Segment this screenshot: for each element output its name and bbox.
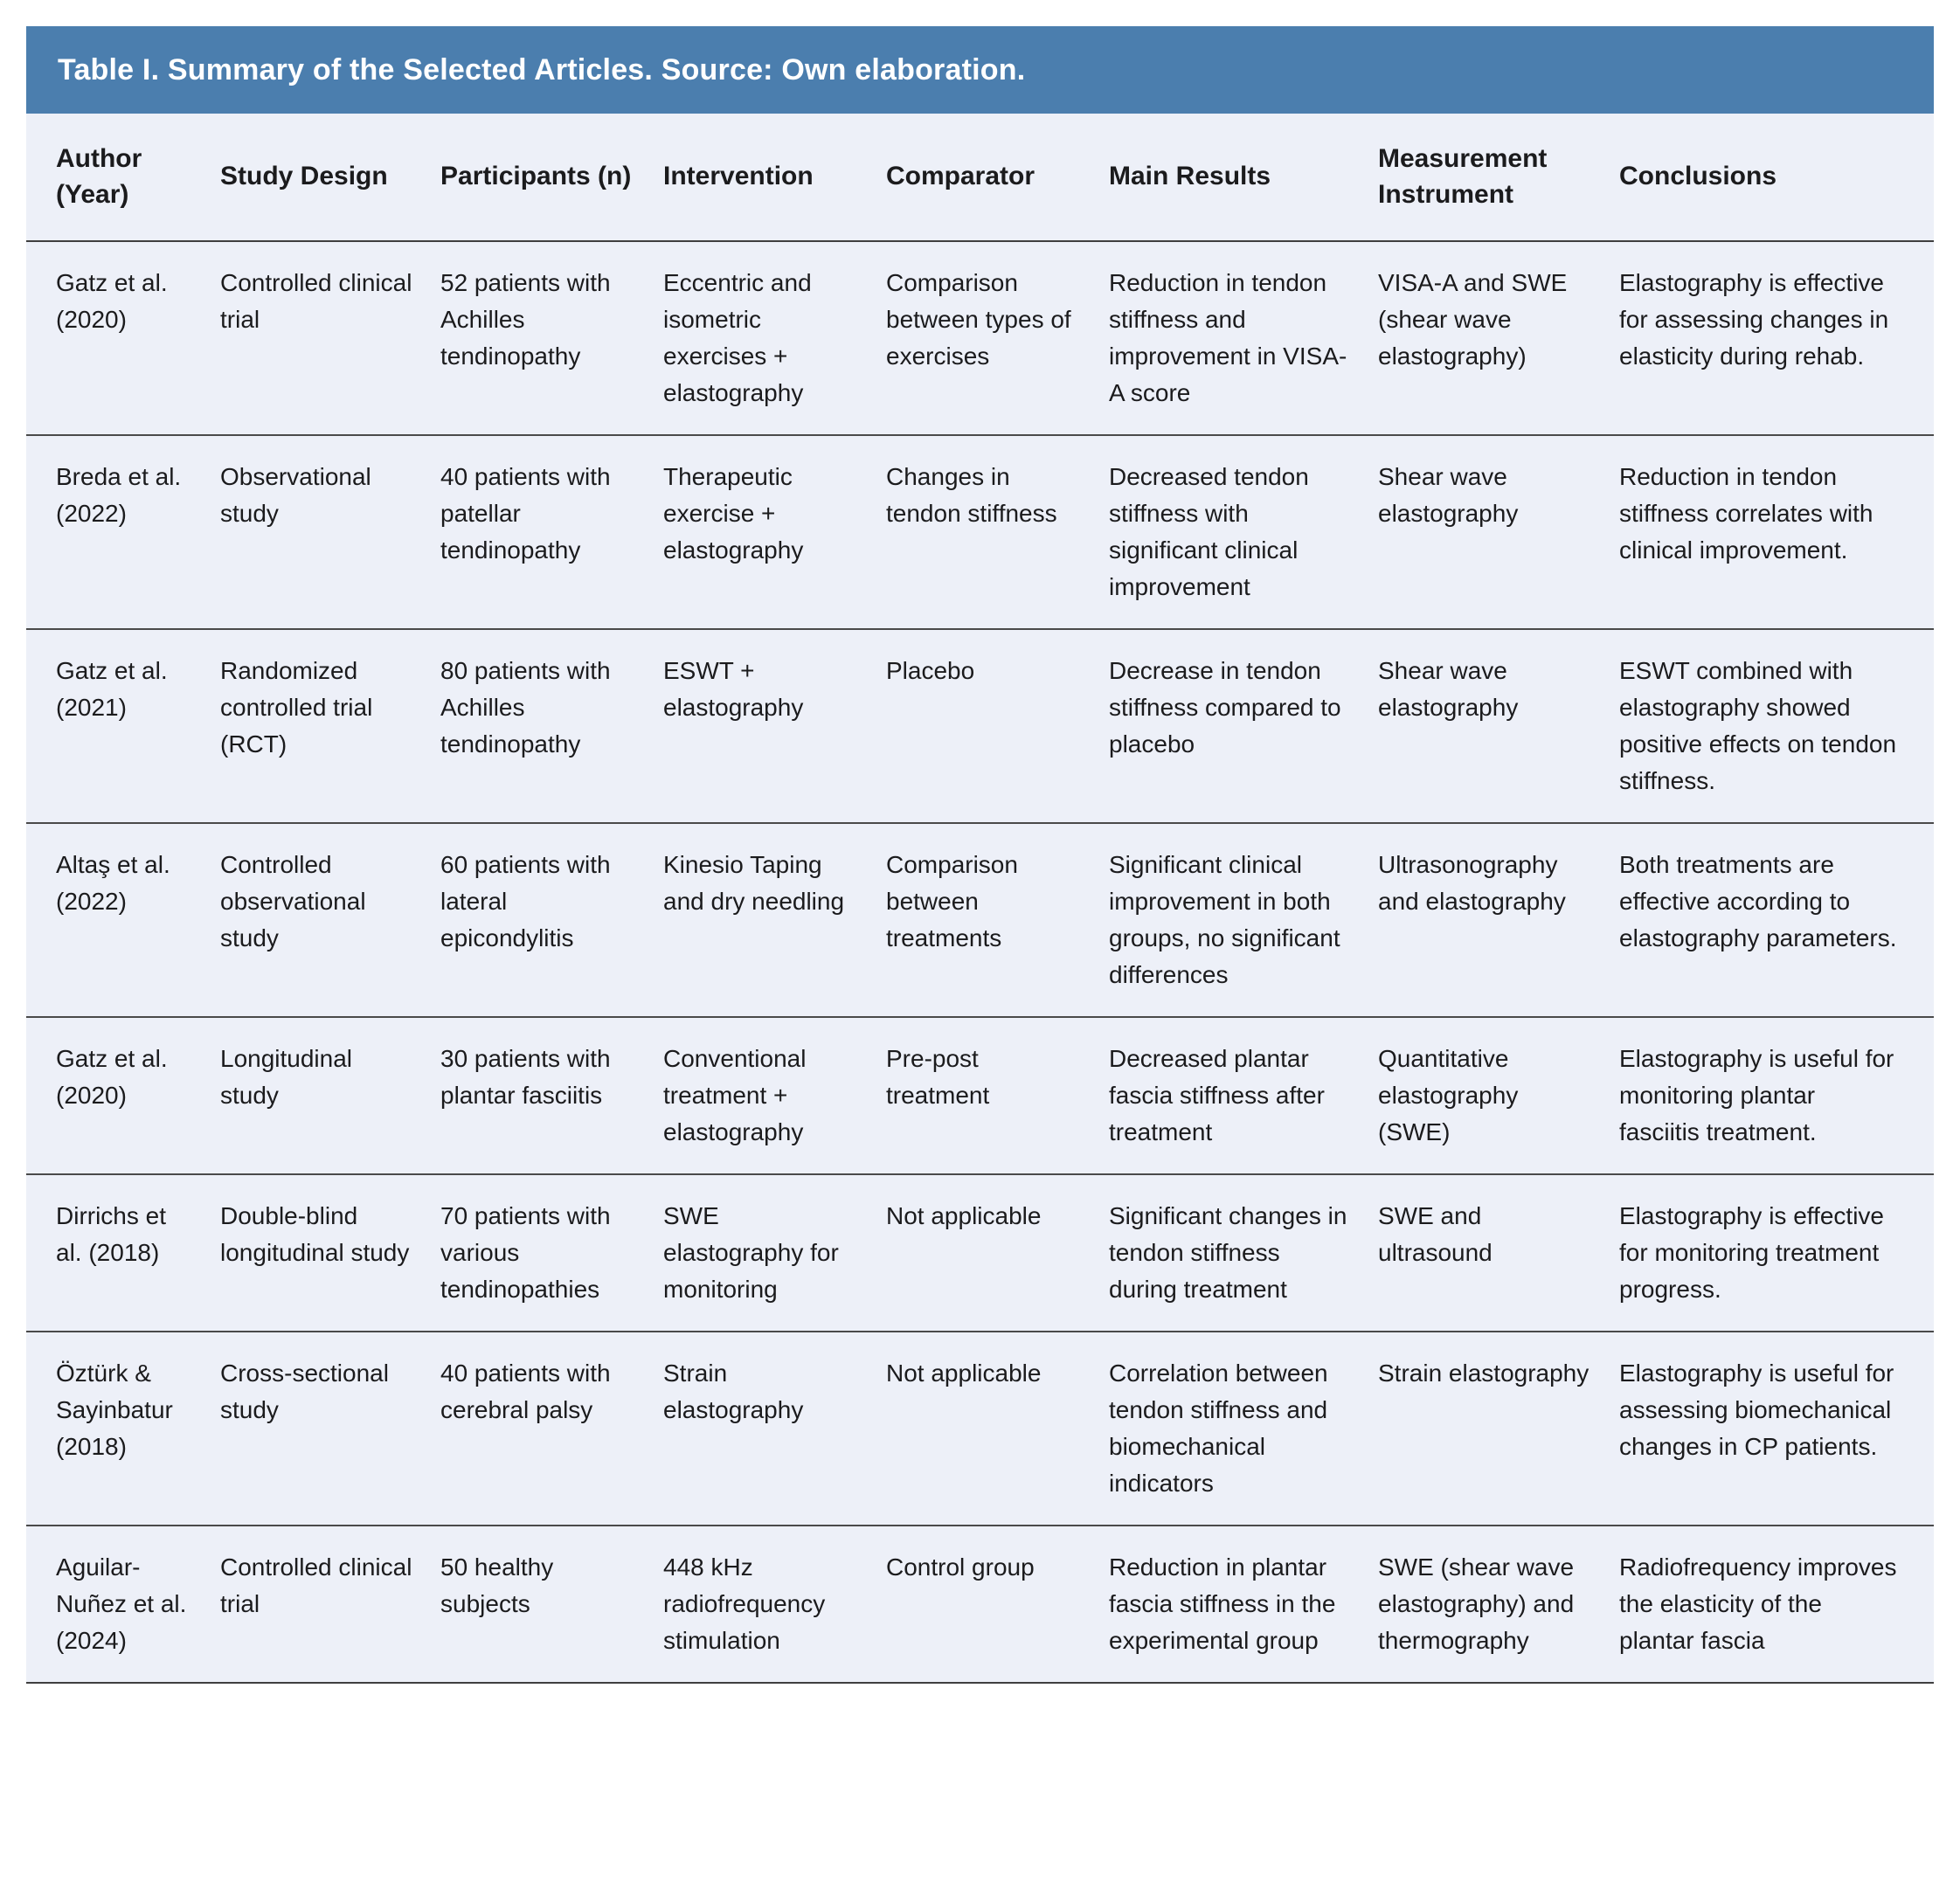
cell-study-design: Longitudinal study xyxy=(220,1017,440,1175)
table-body: Gatz et al. (2020) Controlled clinical tr… xyxy=(26,241,1934,1684)
cell-conclusions: Elastography is effective for assessing … xyxy=(1619,241,1934,436)
cell-author-year: Gatz et al. (2020) xyxy=(26,1017,220,1175)
cell-author-year: Gatz et al. (2020) xyxy=(26,241,220,436)
cell-study-design: Observational study xyxy=(220,435,440,630)
table-row: Gatz et al. (2020) Longitudinal study 30 p… xyxy=(26,1017,1934,1175)
cell-participants: 50 healthy subjects xyxy=(440,1526,663,1684)
cell-conclusions: Both treatments are effective according … xyxy=(1619,823,1934,1018)
cell-intervention: Eccentric and isometric exercises + elas… xyxy=(663,241,886,436)
cell-intervention: 448 kHz radiofrequency stimulation xyxy=(663,1526,886,1684)
cell-participants: 40 patients with patellar tendinopathy xyxy=(440,435,663,630)
cell-conclusions: Elastography is effective for monitoring… xyxy=(1619,1174,1934,1332)
cell-main-results: Significant clinical improvement in both… xyxy=(1109,823,1378,1018)
header-cell-conclusions: Conclusions xyxy=(1619,114,1934,242)
cell-main-results: Significant changes in tendon stiffness … xyxy=(1109,1174,1378,1332)
cell-main-results: Decrease in tendon stiffness compared to… xyxy=(1109,629,1378,824)
cell-measurement-instrument: Shear wave elastography xyxy=(1378,629,1619,824)
table-row: Öztürk & Sayinbatur (2018) Cross-sectiona… xyxy=(26,1332,1934,1526)
cell-conclusions: Radiofrequency improves the elasticity o… xyxy=(1619,1526,1934,1684)
cell-main-results: Reduction in tendon stiffness and improv… xyxy=(1109,241,1378,436)
cell-intervention: Therapeutic exercise + elastography xyxy=(663,435,886,630)
cell-comparator: Changes in tendon stiffness xyxy=(886,435,1109,630)
header-row: Author (Year) Study Design Participants (n… xyxy=(26,114,1934,242)
cell-main-results: Decreased tendon stiffness with signific… xyxy=(1109,435,1378,630)
table-row: Breda et al. (2022) Observational study 40… xyxy=(26,435,1934,630)
cell-intervention: Kinesio Taping and dry needling xyxy=(663,823,886,1018)
cell-measurement-instrument: Ultrasonography and elastography xyxy=(1378,823,1619,1018)
header-cell-measurement-instrument: Measurement Instrument xyxy=(1378,114,1619,242)
cell-comparator: Not applicable xyxy=(886,1332,1109,1526)
cell-measurement-instrument: Strain elastography xyxy=(1378,1332,1619,1526)
cell-author-year: Aguilar-Nuñez et al. (2024) xyxy=(26,1526,220,1684)
cell-measurement-instrument: Quantitative elastography (SWE) xyxy=(1378,1017,1619,1175)
cell-conclusions: ESWT combined with elastography showed p… xyxy=(1619,629,1934,824)
cell-comparator: Placebo xyxy=(886,629,1109,824)
cell-participants: 80 patients with Achilles tendinopathy xyxy=(440,629,663,824)
cell-participants: 40 patients with cerebral palsy xyxy=(440,1332,663,1526)
cell-conclusions: Elastography is useful for assessing bio… xyxy=(1619,1332,1934,1526)
cell-main-results: Correlation between tendon stiffness and… xyxy=(1109,1332,1378,1526)
cell-intervention: Conventional treatment + elastography xyxy=(663,1017,886,1175)
cell-comparator: Comparison between types of exercises xyxy=(886,241,1109,436)
cell-measurement-instrument: SWE (shear wave elastography) and thermo… xyxy=(1378,1526,1619,1684)
cell-measurement-instrument: SWE and ultrasound xyxy=(1378,1174,1619,1332)
cell-participants: 60 patients with lateral epicondylitis xyxy=(440,823,663,1018)
header-cell-intervention: Intervention xyxy=(663,114,886,242)
cell-author-year: Dirrichs et al. (2018) xyxy=(26,1174,220,1332)
cell-study-design: Randomized controlled trial (RCT) xyxy=(220,629,440,824)
header-cell-comparator: Comparator xyxy=(886,114,1109,242)
cell-author-year: Öztürk & Sayinbatur (2018) xyxy=(26,1332,220,1526)
cell-intervention: Strain elastography xyxy=(663,1332,886,1526)
table-row: Aguilar-Nuñez et al. (2024) Controlled cl… xyxy=(26,1526,1934,1684)
header-cell-participants: Participants (n) xyxy=(440,114,663,242)
cell-study-design: Controlled clinical trial xyxy=(220,241,440,436)
cell-participants: 52 patients with Achilles tendinopathy xyxy=(440,241,663,436)
cell-comparator: Pre-post treatment xyxy=(886,1017,1109,1175)
cell-comparator: Not applicable xyxy=(886,1174,1109,1332)
cell-comparator: Control group xyxy=(886,1526,1109,1684)
table-row: Altaş et al. (2022) Controlled observatio… xyxy=(26,823,1934,1018)
cell-main-results: Decreased plantar fascia stiffness after… xyxy=(1109,1017,1378,1175)
cell-conclusions: Elastography is useful for monitoring pl… xyxy=(1619,1017,1934,1175)
cell-study-design: Double-blind longitudinal study xyxy=(220,1174,440,1332)
cell-study-design: Controlled clinical trial xyxy=(220,1526,440,1684)
cell-author-year: Breda et al. (2022) xyxy=(26,435,220,630)
summary-table: Author (Year) Study Design Participants (n… xyxy=(26,114,1934,1684)
cell-measurement-instrument: Shear wave elastography xyxy=(1378,435,1619,630)
cell-study-design: Controlled observational study xyxy=(220,823,440,1018)
cell-intervention: SWE elastography for monitoring xyxy=(663,1174,886,1332)
table-row: Dirrichs et al. (2018) Double-blind longi… xyxy=(26,1174,1934,1332)
cell-main-results: Reduction in plantar fascia stiffness in… xyxy=(1109,1526,1378,1684)
table-title-bar: Table I. Summary of the Selected Article… xyxy=(26,26,1934,114)
cell-participants: 30 patients with plantar fasciitis xyxy=(440,1017,663,1175)
header-cell-main-results: Main Results xyxy=(1109,114,1378,242)
header-cell-author-year: Author (Year) xyxy=(26,114,220,242)
cell-measurement-instrument: VISA-A and SWE (shear wave elastography) xyxy=(1378,241,1619,436)
table-row: Gatz et al. (2021) Randomized controlled … xyxy=(26,629,1934,824)
table-header: Author (Year) Study Design Participants (n… xyxy=(26,114,1934,242)
cell-conclusions: Reduction in tendon stiffness correlates… xyxy=(1619,435,1934,630)
cell-author-year: Gatz et al. (2021) xyxy=(26,629,220,824)
cell-participants: 70 patients with various tendinopathies xyxy=(440,1174,663,1332)
table-title: Table I. Summary of the Selected Article… xyxy=(58,52,1026,86)
cell-comparator: Comparison between treatments xyxy=(886,823,1109,1018)
cell-intervention: ESWT + elastography xyxy=(663,629,886,824)
header-cell-study-design: Study Design xyxy=(220,114,440,242)
cell-study-design: Cross-sectional study xyxy=(220,1332,440,1526)
cell-author-year: Altaş et al. (2022) xyxy=(26,823,220,1018)
table-row: Gatz et al. (2020) Controlled clinical tr… xyxy=(26,241,1934,436)
